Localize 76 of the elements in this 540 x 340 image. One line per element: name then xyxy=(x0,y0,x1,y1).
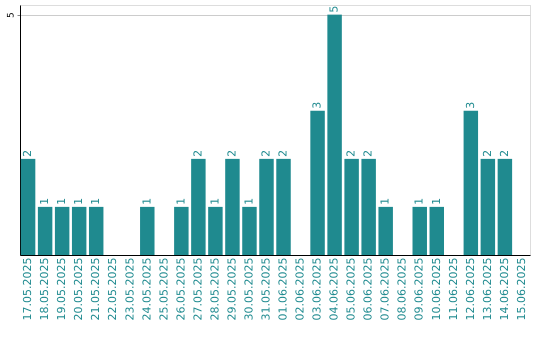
x-tick-label: 08.06.2025 xyxy=(396,258,409,320)
bar xyxy=(208,206,223,255)
bar xyxy=(259,158,274,255)
x-tick-label: 01.06.2025 xyxy=(276,258,290,320)
data-label: 1 xyxy=(242,198,256,205)
bar xyxy=(276,158,291,255)
bar xyxy=(225,158,240,255)
data-label: 1 xyxy=(174,198,188,205)
data-label: 1 xyxy=(89,198,102,205)
data-label: 1 xyxy=(140,198,154,205)
x-tick-label: 31.05.2025 xyxy=(259,258,272,320)
x-tick-label: 20.05.2025 xyxy=(72,258,86,320)
x-tick-label: 17.05.2025 xyxy=(21,258,34,320)
data-label: 3 xyxy=(464,102,477,109)
x-tick-label: 14.06.2025 xyxy=(498,258,511,320)
data-label: 1 xyxy=(412,198,426,205)
data-label: 2 xyxy=(276,150,290,157)
bar xyxy=(174,206,189,255)
x-tick-label: 06.06.2025 xyxy=(362,258,375,320)
x-tick-label: 27.05.2025 xyxy=(191,258,204,320)
data-label: 2 xyxy=(259,150,272,157)
x-tick-label: 29.05.2025 xyxy=(225,258,238,320)
x-tick-label: 05.06.2025 xyxy=(344,258,358,320)
bar xyxy=(430,206,444,255)
x-tick-label: 13.06.2025 xyxy=(480,258,494,320)
bar xyxy=(88,206,104,255)
data-label: 3 xyxy=(310,102,324,109)
bar xyxy=(480,158,496,255)
x-tick-label: 25.05.2025 xyxy=(157,258,170,320)
data-label: 1 xyxy=(38,198,52,205)
x-tick-label: 09.06.2025 xyxy=(412,258,426,320)
data-label: 1 xyxy=(55,198,68,205)
data-label: 2 xyxy=(344,150,358,157)
x-tick-label: 22.05.2025 xyxy=(106,258,120,320)
bar xyxy=(412,206,427,255)
bar xyxy=(242,206,257,255)
data-label: 1 xyxy=(430,198,443,205)
x-tick-label: 23.05.2025 xyxy=(123,258,136,320)
data-label: 5 xyxy=(328,6,341,13)
data-label: 1 xyxy=(72,198,86,205)
bar xyxy=(38,206,52,255)
bar xyxy=(464,110,478,255)
data-label: 1 xyxy=(378,198,392,205)
data-label: 2 xyxy=(21,150,34,157)
x-tick-label: 07.06.2025 xyxy=(378,258,392,320)
x-tick-label: 24.05.2025 xyxy=(140,258,154,320)
x-tick-label: 18.05.2025 xyxy=(38,258,52,320)
data-label: 2 xyxy=(362,150,375,157)
x-tick-label: 12.06.2025 xyxy=(464,258,477,320)
bar xyxy=(310,110,325,255)
bar xyxy=(361,158,376,255)
bar xyxy=(72,206,86,255)
bar xyxy=(191,158,206,255)
bar xyxy=(327,14,342,255)
bar xyxy=(20,158,36,255)
x-tick-label: 03.06.2025 xyxy=(310,258,324,320)
bar xyxy=(140,206,155,255)
x-tick-label: 21.05.2025 xyxy=(89,258,102,320)
bar xyxy=(344,158,359,255)
x-tick-label: 02.06.2025 xyxy=(294,258,307,320)
x-tick-label: 19.05.2025 xyxy=(55,258,68,320)
data-label: 2 xyxy=(498,150,511,157)
bar xyxy=(498,158,512,255)
data-label: 1 xyxy=(208,198,222,205)
x-tick-label: 04.06.2025 xyxy=(328,258,341,320)
bar xyxy=(54,206,70,255)
data-label: 2 xyxy=(480,150,494,157)
x-tick-label: 26.05.2025 xyxy=(174,258,188,320)
x-tick-label: 30.05.2025 xyxy=(242,258,256,320)
x-tick-label: 28.05.2025 xyxy=(208,258,222,320)
x-tick-label: 15.06.2025 xyxy=(514,258,528,320)
x-tick-label: 11.06.2025 xyxy=(446,258,460,320)
data-label: 2 xyxy=(191,150,204,157)
bar xyxy=(378,206,393,255)
data-label: 2 xyxy=(225,150,238,157)
x-tick-label: 10.06.2025 xyxy=(430,258,443,320)
